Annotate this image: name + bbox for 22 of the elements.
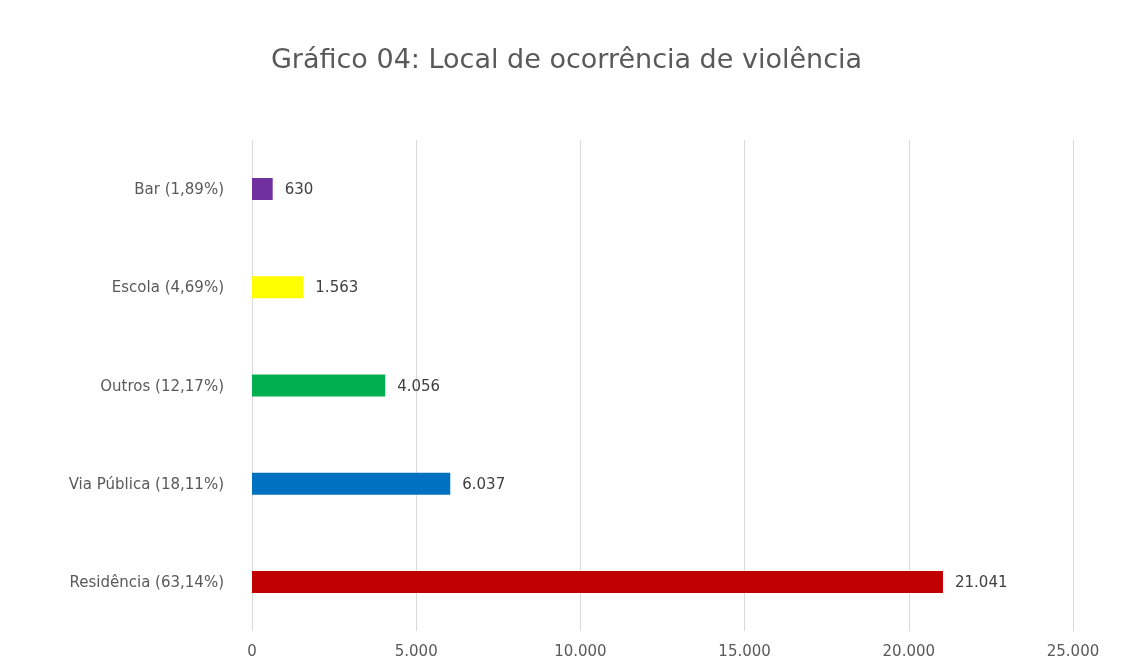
x-tick-label: 5.000	[394, 641, 438, 660]
x-tick-label: 10.000	[554, 641, 607, 660]
data-label: 1.563	[315, 278, 359, 297]
data-label: 21.041	[954, 572, 1008, 591]
x-tick-label: 25.000	[1046, 641, 1100, 660]
x-tick-label: 20.000	[882, 641, 936, 660]
y-tick-label: Via Pública (18,11%)	[68, 474, 224, 493]
y-tick-label: Escola (4,69%)	[111, 278, 224, 297]
y-tick-label: Residência (63,14%)	[69, 572, 224, 591]
bar	[252, 570, 943, 593]
y-tick-label: Outros (12,17%)	[100, 376, 224, 395]
bar	[252, 472, 451, 495]
data-label: 6.037	[462, 474, 506, 493]
chart-title: Gráfico 04: Local de ocorrência de violência	[270, 43, 863, 74]
x-tick-label: 0	[247, 641, 257, 660]
data-label: 4.056	[397, 376, 441, 395]
bar	[252, 178, 273, 201]
y-tick-label: Bar (1,89%)	[134, 180, 224, 199]
bar	[252, 276, 304, 299]
x-tick-label: 15.000	[718, 641, 771, 660]
data-label: 630	[284, 180, 314, 199]
bar	[252, 374, 386, 397]
